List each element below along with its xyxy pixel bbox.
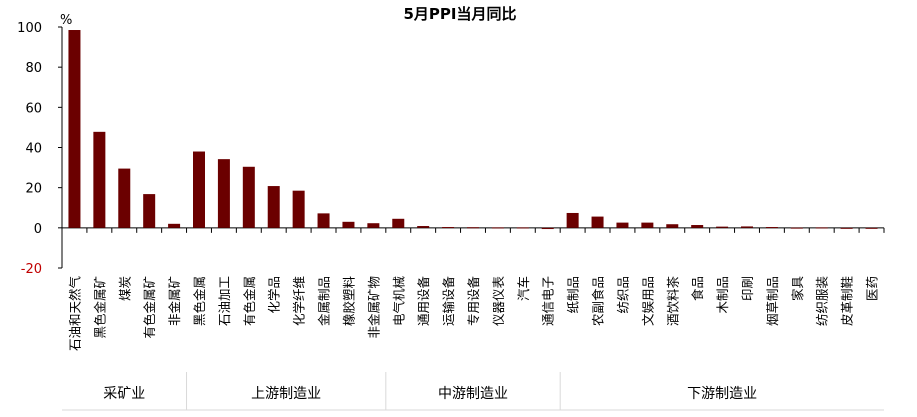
bar: [168, 223, 181, 228]
y-tick-label: 60: [25, 101, 42, 116]
bar: [217, 159, 230, 228]
category-label: 纺织品: [615, 276, 630, 314]
category-label: 酒饮料茶: [665, 276, 680, 327]
group-label: 上游制造业: [251, 386, 321, 402]
category-label: 金属制品: [317, 276, 332, 326]
bar: [417, 226, 430, 228]
bar: [267, 186, 280, 228]
bar: [467, 227, 479, 229]
category-label: 电气机械: [391, 276, 406, 327]
category-label: 皮革制鞋: [840, 276, 855, 327]
y-axis: -20 0 20 40 60 80 100: [17, 21, 63, 277]
bar: [666, 224, 679, 228]
category-label: 专用设备: [466, 276, 481, 327]
bar: [591, 216, 604, 228]
bar: [118, 168, 131, 228]
category-label: 纸制品: [566, 276, 581, 314]
bar: [491, 227, 504, 229]
category-label: 印刷: [740, 276, 755, 301]
y-unit-label: %: [60, 13, 72, 28]
bar: [93, 131, 106, 228]
bar: [292, 190, 305, 228]
bar: [342, 221, 355, 228]
category-label: 煤炭: [117, 276, 132, 301]
category-label: 化学纤维: [292, 276, 307, 326]
bar: [616, 222, 629, 228]
category-label: 黑色金属: [192, 276, 207, 326]
bar: [68, 30, 81, 228]
category-label: 文娱用品: [640, 276, 655, 326]
category-labels: 石油和天然气 黑色金属矿 煤炭 有色金属矿 非金属矿 黑色金属 石油加工 有色金属 化学品 化学纤…: [67, 276, 879, 352]
bar: [193, 151, 205, 228]
category-label: 农副食品: [591, 276, 606, 326]
category-label: 食品: [690, 276, 705, 301]
category-label: 汽车: [516, 276, 531, 301]
category-label: 通用设备: [416, 276, 431, 327]
category-label: 木制品: [715, 276, 730, 314]
bar: [716, 226, 729, 228]
bar: [392, 218, 405, 228]
bar: [541, 227, 554, 230]
bar: [765, 227, 778, 229]
category-label: 黑色金属矿: [92, 276, 107, 339]
bars: [62, 30, 885, 233]
bar: [865, 227, 878, 229]
bar: [317, 213, 330, 228]
category-label: 非金属矿物: [366, 276, 381, 339]
category-label: 有色金属: [242, 276, 257, 326]
y-tick-label: 40: [25, 142, 42, 157]
y-tick-label: 100: [17, 21, 42, 36]
category-label: 石油和天然气: [67, 276, 82, 352]
category-label: 石油加工: [217, 276, 232, 326]
bar: [566, 212, 579, 228]
category-label: 非金属矿: [167, 276, 182, 326]
y-tick-label: 0: [34, 222, 42, 237]
group-label: 中游制造业: [438, 386, 508, 402]
y-tick-label: 20: [25, 182, 42, 197]
bar: [442, 227, 455, 229]
group-label: 下游制造业: [687, 386, 757, 402]
category-label: 烟草制品: [765, 276, 780, 326]
group-axis: 采矿业 上游制造业 中游制造业 下游制造业: [62, 372, 884, 411]
bar: [367, 223, 380, 228]
category-label: 橡胶塑料: [341, 276, 356, 327]
category-label: 有色金属矿: [142, 276, 157, 339]
category-label: 仪器仪表: [491, 276, 506, 327]
y-tick-label: -20: [21, 262, 42, 277]
category-label: 医药: [865, 276, 880, 301]
bar: [790, 227, 803, 229]
category-label: 纺织服装: [815, 276, 830, 326]
category-label: 运输设备: [441, 276, 456, 327]
category-label: 通信电子: [541, 276, 556, 326]
category-label: 化学品: [267, 276, 282, 314]
bar: [840, 227, 853, 229]
bar: [242, 166, 255, 228]
group-label: 采矿业: [103, 386, 145, 402]
y-tick-label: 80: [25, 61, 42, 76]
bar: [691, 225, 704, 228]
bar: [641, 222, 654, 228]
bar: [815, 227, 828, 229]
bar: [741, 226, 753, 228]
bar: [143, 194, 156, 228]
chart-title: 5月PPI当月同比: [403, 5, 516, 23]
category-label: 家具: [790, 276, 805, 302]
bar: [516, 227, 529, 229]
